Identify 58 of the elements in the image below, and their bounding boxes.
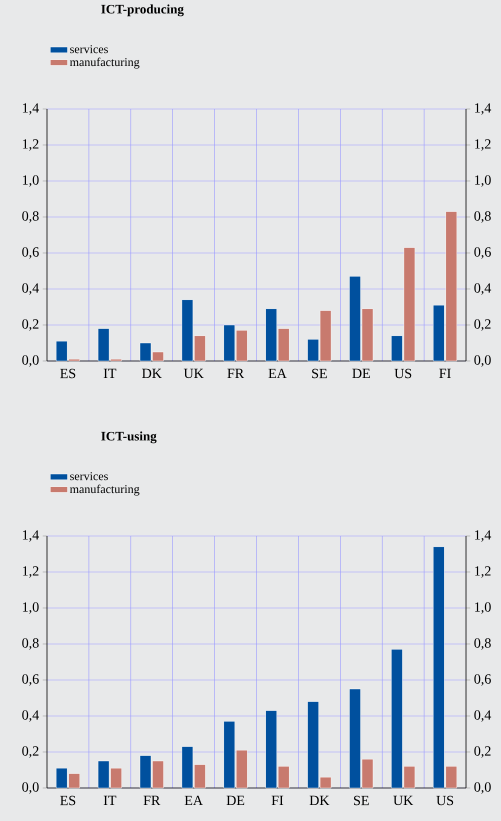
- legend-label: manufacturing: [70, 484, 140, 496]
- x-tick-label: SE: [354, 796, 369, 806]
- y-tick-label: 0,4: [22, 710, 39, 722]
- x-tick-label: FR: [144, 796, 160, 805]
- y-tick-label: 1,4: [22, 530, 39, 542]
- y2-tick-label: 0,2: [474, 319, 491, 331]
- x-tick-label: US: [394, 368, 412, 378]
- y-tick-label: 0,8: [22, 638, 39, 650]
- y2-tick-label: 1,4: [475, 103, 492, 115]
- legend-label: manufacturing: [70, 58, 140, 69]
- y2-tick-label: 0,8: [474, 211, 491, 223]
- x-tick-label: EA: [184, 796, 203, 806]
- x-tick-label: US: [436, 796, 454, 806]
- x-tick-label: DE: [226, 796, 244, 805]
- legend-label: services: [70, 45, 108, 54]
- y2-tick-label: 1,2: [475, 566, 491, 578]
- x-tick-label: ES: [60, 796, 76, 806]
- y-tick-label: 0,0: [22, 355, 39, 367]
- y-tick-label: 0,4: [22, 283, 39, 295]
- y2-tick-label: 1,0: [475, 602, 491, 614]
- y2-tick-label: 1,0: [475, 175, 491, 187]
- x-tick-label: IT: [104, 796, 116, 805]
- y2-tick-label: 0,6: [474, 674, 491, 686]
- y-tick-label: 1,4: [22, 103, 39, 115]
- y2-tick-label: 0,4: [474, 283, 492, 295]
- x-tick-label: UK: [184, 368, 204, 378]
- x-tick-label: DE: [352, 368, 370, 378]
- x-tick-label: ES: [60, 368, 76, 378]
- y2-tick-label: 0,4: [474, 710, 492, 722]
- y2-tick-label: 0,0: [474, 782, 491, 794]
- x-tick-label: FI: [439, 368, 451, 378]
- y-tick-label: 1,0: [22, 602, 39, 614]
- y2-tick-label: 0,8: [474, 638, 491, 650]
- y-tick-label: 0,8: [22, 211, 39, 223]
- y-tick-label: 1,2: [22, 566, 38, 578]
- x-tick-label: IT: [104, 368, 116, 378]
- y2-tick-label: 1,2: [475, 139, 491, 151]
- x-tick-label: FI: [272, 796, 284, 805]
- chart-title: ICT-using: [101, 431, 157, 444]
- y-tick-label: 1,2: [22, 139, 38, 151]
- y-tick-label: 0,2: [22, 319, 38, 331]
- y-tick-label: 0,6: [22, 674, 39, 686]
- x-tick-label: FR: [227, 368, 244, 378]
- x-tick-label: EA: [268, 368, 287, 378]
- x-tick-label: DK: [142, 368, 162, 378]
- y2-tick-label: 0,2: [474, 746, 491, 758]
- y2-tick-label: 0,0: [474, 355, 491, 367]
- y-tick-label: 1,0: [22, 175, 39, 187]
- y2-tick-label: 1,4: [475, 530, 492, 542]
- chart-title: ICT-producing: [101, 4, 184, 16]
- y2-tick-label: 0,6: [474, 247, 491, 259]
- y-tick-label: 0,6: [22, 247, 39, 259]
- x-tick-label: UK: [393, 796, 414, 806]
- y-tick-label: 0,0: [22, 782, 39, 794]
- x-tick-label: SE: [312, 368, 327, 378]
- legend-label: services: [70, 472, 108, 480]
- y-tick-label: 0,2: [22, 746, 38, 758]
- x-tick-label: DK: [310, 796, 330, 805]
